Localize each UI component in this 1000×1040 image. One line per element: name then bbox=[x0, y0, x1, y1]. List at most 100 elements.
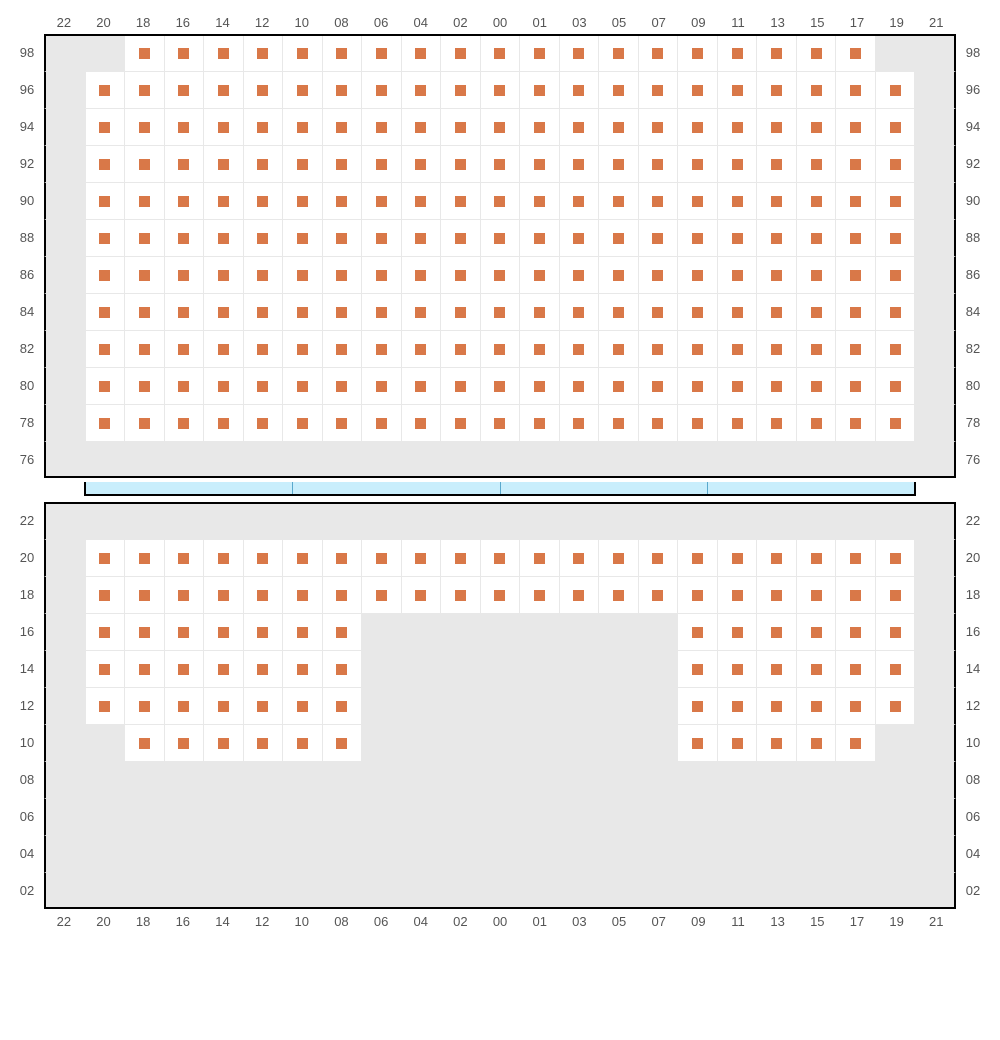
seat-cell[interactable] bbox=[718, 257, 758, 293]
seat-cell[interactable] bbox=[86, 183, 126, 219]
seat-cell[interactable] bbox=[678, 577, 718, 613]
seat-cell[interactable] bbox=[836, 36, 876, 71]
seat-cell[interactable] bbox=[402, 36, 442, 71]
seat-cell[interactable] bbox=[323, 294, 363, 330]
seat-cell[interactable] bbox=[86, 72, 126, 108]
seat-cell[interactable] bbox=[599, 183, 639, 219]
seat-cell[interactable] bbox=[718, 577, 758, 613]
seat-cell[interactable] bbox=[125, 577, 165, 613]
seat-cell[interactable] bbox=[797, 183, 837, 219]
seat-cell[interactable] bbox=[86, 294, 126, 330]
seat-cell[interactable] bbox=[836, 405, 876, 441]
seat-cell[interactable] bbox=[362, 405, 402, 441]
seat-cell[interactable] bbox=[441, 220, 481, 256]
seat-cell[interactable] bbox=[125, 257, 165, 293]
seat-cell[interactable] bbox=[757, 688, 797, 724]
seat-cell[interactable] bbox=[678, 146, 718, 182]
seat-cell[interactable] bbox=[481, 109, 521, 145]
seat-cell[interactable] bbox=[86, 405, 126, 441]
seat-cell[interactable] bbox=[86, 257, 126, 293]
seat-cell[interactable] bbox=[797, 109, 837, 145]
seat-cell[interactable] bbox=[283, 540, 323, 576]
seat-cell[interactable] bbox=[165, 540, 205, 576]
seat-cell[interactable] bbox=[283, 688, 323, 724]
seat-cell[interactable] bbox=[836, 331, 876, 367]
seat-cell[interactable] bbox=[125, 36, 165, 71]
seat-cell[interactable] bbox=[481, 331, 521, 367]
seat-cell[interactable] bbox=[599, 294, 639, 330]
seat-cell[interactable] bbox=[560, 577, 600, 613]
seat-cell[interactable] bbox=[836, 725, 876, 761]
seat-cell[interactable] bbox=[86, 614, 126, 650]
seat-cell[interactable] bbox=[639, 368, 679, 404]
seat-cell[interactable] bbox=[323, 257, 363, 293]
seat-cell[interactable] bbox=[165, 577, 205, 613]
seat-cell[interactable] bbox=[678, 331, 718, 367]
seat-cell[interactable] bbox=[520, 146, 560, 182]
seat-cell[interactable] bbox=[244, 368, 284, 404]
seat-cell[interactable] bbox=[165, 183, 205, 219]
seat-cell[interactable] bbox=[757, 577, 797, 613]
seat-cell[interactable] bbox=[323, 577, 363, 613]
seat-cell[interactable] bbox=[757, 257, 797, 293]
seat-cell[interactable] bbox=[718, 72, 758, 108]
seat-cell[interactable] bbox=[86, 577, 126, 613]
seat-cell[interactable] bbox=[86, 540, 126, 576]
seat-cell[interactable] bbox=[244, 651, 284, 687]
seat-cell[interactable] bbox=[718, 183, 758, 219]
seat-cell[interactable] bbox=[797, 146, 837, 182]
seat-cell[interactable] bbox=[323, 72, 363, 108]
seat-cell[interactable] bbox=[639, 331, 679, 367]
seat-cell[interactable] bbox=[204, 146, 244, 182]
seat-cell[interactable] bbox=[204, 651, 244, 687]
seat-cell[interactable] bbox=[362, 220, 402, 256]
seat-cell[interactable] bbox=[125, 183, 165, 219]
seat-cell[interactable] bbox=[678, 725, 718, 761]
seat-cell[interactable] bbox=[283, 294, 323, 330]
seat-cell[interactable] bbox=[244, 36, 284, 71]
seat-cell[interactable] bbox=[797, 725, 837, 761]
seat-cell[interactable] bbox=[86, 688, 126, 724]
seat-cell[interactable] bbox=[402, 109, 442, 145]
seat-cell[interactable] bbox=[441, 368, 481, 404]
seat-cell[interactable] bbox=[244, 688, 284, 724]
seat-cell[interactable] bbox=[402, 540, 442, 576]
seat-cell[interactable] bbox=[244, 540, 284, 576]
seat-cell[interactable] bbox=[481, 257, 521, 293]
seat-cell[interactable] bbox=[165, 688, 205, 724]
seat-cell[interactable] bbox=[678, 257, 718, 293]
seat-cell[interactable] bbox=[244, 294, 284, 330]
seat-cell[interactable] bbox=[362, 72, 402, 108]
seat-cell[interactable] bbox=[520, 331, 560, 367]
seat-cell[interactable] bbox=[283, 614, 323, 650]
seat-cell[interactable] bbox=[560, 331, 600, 367]
seat-cell[interactable] bbox=[86, 109, 126, 145]
seat-cell[interactable] bbox=[125, 614, 165, 650]
seat-cell[interactable] bbox=[520, 405, 560, 441]
seat-cell[interactable] bbox=[757, 405, 797, 441]
seat-cell[interactable] bbox=[599, 405, 639, 441]
seat-cell[interactable] bbox=[283, 220, 323, 256]
seat-cell[interactable] bbox=[441, 183, 481, 219]
seat-cell[interactable] bbox=[757, 331, 797, 367]
seat-cell[interactable] bbox=[520, 294, 560, 330]
seat-cell[interactable] bbox=[876, 331, 916, 367]
seat-cell[interactable] bbox=[797, 688, 837, 724]
seat-cell[interactable] bbox=[599, 36, 639, 71]
seat-cell[interactable] bbox=[876, 257, 916, 293]
seat-cell[interactable] bbox=[165, 725, 205, 761]
seat-cell[interactable] bbox=[362, 36, 402, 71]
seat-cell[interactable] bbox=[718, 614, 758, 650]
seat-cell[interactable] bbox=[323, 183, 363, 219]
seat-cell[interactable] bbox=[836, 257, 876, 293]
seat-cell[interactable] bbox=[125, 294, 165, 330]
seat-cell[interactable] bbox=[876, 368, 916, 404]
seat-cell[interactable] bbox=[481, 183, 521, 219]
seat-cell[interactable] bbox=[283, 146, 323, 182]
seat-cell[interactable] bbox=[323, 614, 363, 650]
seat-cell[interactable] bbox=[86, 146, 126, 182]
seat-cell[interactable] bbox=[560, 146, 600, 182]
seat-cell[interactable] bbox=[639, 183, 679, 219]
seat-cell[interactable] bbox=[757, 651, 797, 687]
seat-cell[interactable] bbox=[283, 257, 323, 293]
